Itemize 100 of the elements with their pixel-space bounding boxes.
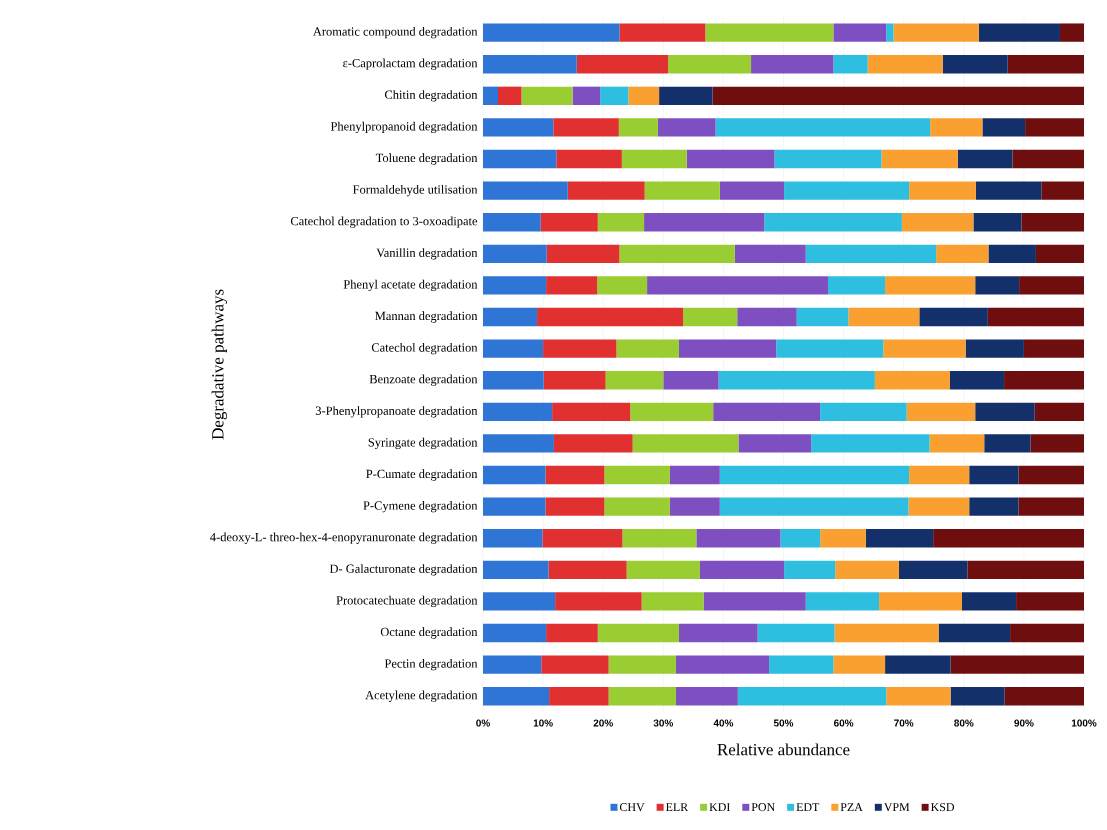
- bar: [764, 213, 902, 232]
- bar: [719, 181, 785, 200]
- bar: [657, 118, 716, 137]
- bar: [1018, 465, 1085, 485]
- y-tick-label: ε-Caprolactam degradation: [343, 58, 478, 70]
- x-axis-title: Relative abundance: [717, 743, 850, 756]
- y-tick-label: 4-deoxy-L- threo-hex-4-enopyranuronate degradation: [210, 532, 478, 544]
- legend-label: PON: [751, 803, 775, 812]
- bar: [965, 339, 1024, 358]
- y-tick-label: P-Cymene degradation: [363, 500, 478, 513]
- bar: [483, 118, 554, 137]
- y-tick-label: Phenylpropanoid degradation: [330, 121, 478, 134]
- bar: [668, 55, 752, 74]
- bar: [572, 86, 601, 105]
- y-tick-label: Chitin degradation: [384, 90, 478, 102]
- bar: [834, 623, 939, 643]
- bar: [820, 402, 907, 421]
- bar: [751, 55, 834, 74]
- bar: [483, 213, 541, 232]
- bar: [719, 497, 909, 516]
- bar: [886, 23, 894, 42]
- bar: [929, 434, 985, 453]
- bar: [737, 687, 887, 706]
- bar: [930, 118, 983, 137]
- bar: [1019, 276, 1085, 295]
- bar: [546, 244, 620, 263]
- bar: [1004, 687, 1085, 706]
- bar: [626, 560, 700, 579]
- bar: [647, 276, 828, 295]
- bar: [1034, 402, 1085, 421]
- bar: [483, 55, 577, 74]
- bar: [885, 276, 976, 295]
- y-axis-title: Degradative pathways: [211, 289, 228, 440]
- bar: [618, 118, 658, 137]
- bar: [898, 560, 968, 579]
- bar: [483, 86, 499, 105]
- y-tick-label: Benzoate degradation: [369, 374, 478, 386]
- bar: [738, 434, 812, 453]
- y-tick-label: Syringate degradation: [368, 437, 478, 450]
- y-tick-label: P-Cumate degradation: [366, 469, 478, 481]
- y-tick-label: Toluene degradation: [375, 153, 478, 165]
- bar: [537, 307, 684, 327]
- bar: [483, 149, 557, 169]
- bar: [908, 497, 970, 516]
- legend-label: VPM: [883, 803, 910, 812]
- bar: [663, 371, 719, 390]
- bar: [883, 339, 966, 358]
- bar: [545, 465, 605, 485]
- y-tick-label: D- Galacturonate degradation: [329, 564, 478, 576]
- bar: [703, 592, 806, 611]
- bar: [483, 687, 550, 706]
- bar: [686, 149, 775, 169]
- x-tick-label: 30%: [653, 719, 674, 727]
- bar: [881, 149, 958, 169]
- bar: [483, 655, 542, 674]
- y-tick-label: Pectin degradation: [384, 658, 478, 671]
- bar: [811, 434, 930, 453]
- y-tick-label: Protocatechuate degradation: [336, 595, 478, 608]
- bar: [975, 181, 1042, 200]
- bar: [1030, 434, 1085, 453]
- bar: [719, 465, 910, 485]
- bar: [521, 86, 573, 105]
- bar: [546, 276, 598, 295]
- bar: [982, 118, 1026, 137]
- bar: [675, 687, 738, 706]
- bar: [641, 592, 704, 611]
- bar: [1059, 23, 1085, 42]
- bar: [483, 402, 553, 421]
- y-tick-label: Catechol degradation: [371, 342, 478, 355]
- bar: [608, 687, 676, 706]
- bar: [659, 86, 713, 105]
- bar: [784, 181, 910, 200]
- bar: [483, 465, 546, 485]
- legend-label: KDI: [709, 803, 730, 811]
- x-tick-label: 20%: [593, 719, 613, 727]
- bar: [600, 86, 629, 105]
- bar: [938, 623, 1011, 643]
- y-tick-label: Acetylene degradation: [365, 690, 478, 702]
- bar: [712, 86, 1085, 105]
- bar: [597, 623, 679, 643]
- bar: [630, 402, 714, 421]
- bar: [483, 592, 556, 611]
- y-tick-label: Octane degradation: [380, 627, 478, 639]
- bar: [483, 23, 620, 42]
- bar: [984, 434, 1031, 453]
- bar: [867, 55, 943, 74]
- bar: [784, 560, 836, 579]
- bar: [546, 623, 598, 643]
- bar: [848, 307, 920, 327]
- bar: [969, 465, 1019, 485]
- bar: [950, 687, 1005, 706]
- bar: [696, 529, 781, 548]
- bar: [549, 687, 609, 706]
- bar: [978, 23, 1060, 42]
- x-tick-label: 80%: [954, 719, 974, 727]
- bar: [552, 402, 631, 421]
- bar: [540, 213, 598, 232]
- bar: [942, 55, 1008, 74]
- bar: [483, 181, 568, 200]
- bar: [675, 655, 770, 674]
